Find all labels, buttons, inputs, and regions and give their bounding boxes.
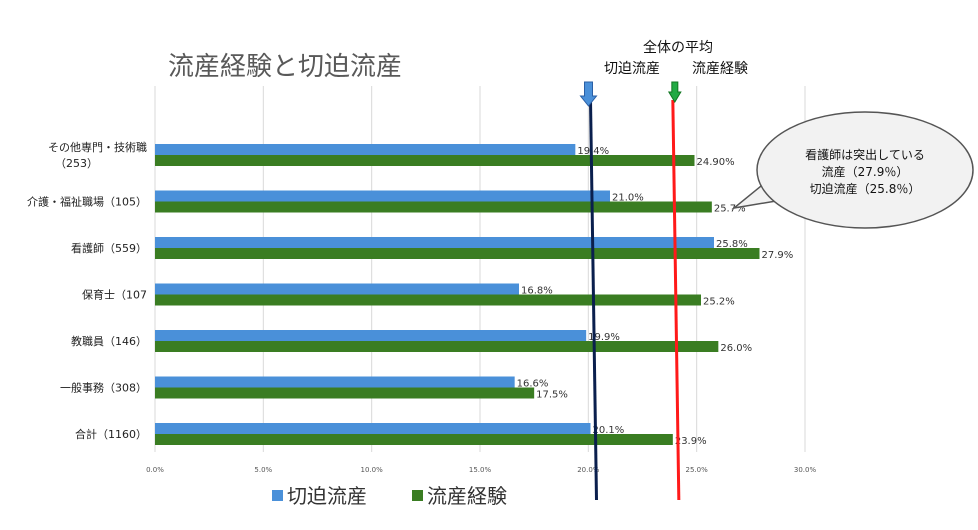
data-label: 16.8% <box>521 286 553 297</box>
data-label: 21.0% <box>612 193 644 204</box>
callout-text: 看護師は突出している <box>805 147 925 162</box>
category-label: 教職員（146） <box>71 335 147 348</box>
category-label: 一般事務（308） <box>60 381 147 395</box>
category-label: その他専門・技術職 <box>48 141 147 154</box>
callout-ellipse <box>756 111 974 229</box>
x-tick-label: 20.0% <box>577 466 600 474</box>
x-tick-label: 5.0% <box>254 466 272 474</box>
bar-seppaku <box>155 144 576 155</box>
data-label: 26.0% <box>720 343 752 354</box>
callout-text: 切迫流産（25.8％） <box>810 181 921 196</box>
data-label: 27.9% <box>762 250 794 261</box>
bar-ryuzan <box>155 294 701 306</box>
legend-swatch-seppaku <box>272 490 283 501</box>
bar-seppaku <box>155 190 610 202</box>
bar-seppaku <box>155 237 714 248</box>
avg-line-seppaku <box>589 99 598 501</box>
legend: 切迫流産 流産経験 <box>272 484 507 508</box>
avg-line-label: 切迫流産 <box>604 61 660 77</box>
bars <box>155 144 760 445</box>
category-label: 介護・福祉職場（105） <box>27 195 147 209</box>
bar-seppaku <box>155 423 591 434</box>
average-header: 全体の平均 <box>643 39 713 56</box>
bar-ryuzan <box>155 387 535 399</box>
data-label: 23.9% <box>675 436 707 447</box>
x-tick-label: 10.0% <box>361 466 384 474</box>
chart-title: 流産経験と切迫流産 <box>168 52 402 82</box>
bar-ryuzan <box>155 155 695 166</box>
category-label: 保育士（107 <box>82 288 147 302</box>
x-tick-labels: 0.0% 5.0% 10.0% 15.0% 20.0% 25.0% 30.0% <box>146 466 816 474</box>
category-labels: その他専門・技術職 （253） 介護・福祉職場（105） 看護師（559） 保育士（10… <box>27 141 147 441</box>
category-label: （253） <box>55 157 98 170</box>
callout-seam <box>770 180 794 196</box>
bar-ryuzan <box>155 201 712 213</box>
bar-seppaku <box>155 376 515 388</box>
avg-line-label: 流産経験 <box>692 61 748 77</box>
data-label: 24.90% <box>697 157 735 168</box>
legend-swatch-ryuzan <box>412 490 423 501</box>
data-label: 20.1% <box>593 425 625 436</box>
bar-ryuzan <box>155 341 719 352</box>
data-label: 16.6% <box>517 379 549 390</box>
x-tick-label: 30.0% <box>794 466 817 474</box>
data-label: 19.4% <box>577 146 609 157</box>
legend-label: 切迫流産 <box>287 484 367 508</box>
bar-seppaku <box>155 330 587 341</box>
x-tick-label: 15.0% <box>469 466 492 474</box>
data-label: 25.7% <box>714 204 746 215</box>
category-label: 看護師（559） <box>71 241 147 255</box>
data-label: 19.9% <box>588 332 620 343</box>
bar-ryuzan <box>155 248 760 259</box>
bar-ryuzan <box>155 434 673 445</box>
data-label: 17.5% <box>536 390 568 401</box>
x-tick-label: 25.0% <box>686 466 709 474</box>
data-labels: 19.4% 24.90% 21.0% 25.7% 25.8% 27.9% 16.8% 25.2… <box>517 146 794 447</box>
category-label: 合計（1160） <box>75 427 147 441</box>
avg-line-ryuzan <box>671 99 681 501</box>
legend-label: 流産経験 <box>427 484 507 508</box>
down-arrow-icon <box>579 81 598 107</box>
data-label: 25.8% <box>716 239 748 250</box>
data-label: 25.2% <box>703 297 735 308</box>
bar-seppaku <box>155 283 519 295</box>
callout-text: 流産（27.9％） <box>822 164 909 179</box>
x-tick-label: 0.0% <box>146 466 164 474</box>
down-arrow-icon <box>667 81 682 103</box>
